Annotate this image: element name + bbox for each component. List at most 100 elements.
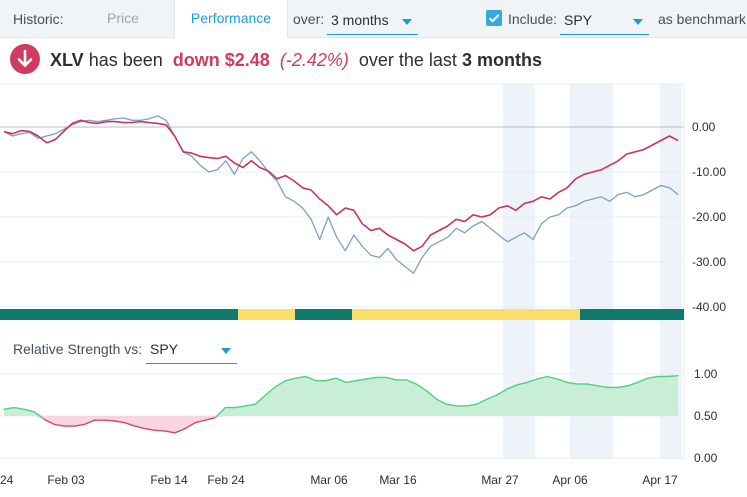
rs-line-segment bbox=[385, 376, 397, 381]
benchmark-dropdown[interactable]: SPY bbox=[560, 6, 649, 35]
rs-line-segment bbox=[506, 384, 518, 390]
rs-line-segment bbox=[486, 394, 498, 400]
rs-line-segment bbox=[134, 425, 146, 430]
rs-line-segment bbox=[667, 375, 679, 378]
rs-line-segment bbox=[616, 385, 629, 389]
y-tick-label: -10.00 bbox=[692, 165, 726, 179]
rs-line-segment bbox=[516, 381, 528, 386]
arrow-down-icon bbox=[10, 44, 40, 74]
over-the-last-text: over the last bbox=[358, 50, 457, 70]
rs-line-segment bbox=[113, 420, 126, 424]
rs-line-segment bbox=[53, 423, 66, 427]
relative-strength-chart bbox=[0, 373, 684, 459]
rs-line-segment bbox=[244, 403, 257, 407]
rs-line-segment bbox=[264, 385, 277, 396]
include-label: Include: bbox=[508, 11, 558, 27]
toolbar: Historic: Price Performance over: 3 mont… bbox=[0, 0, 747, 38]
rs-line-segment bbox=[566, 381, 579, 385]
rs-line-segment bbox=[305, 375, 317, 382]
rs-line-segment bbox=[556, 378, 568, 384]
benchmark-suffix: as benchmark bbox=[658, 11, 746, 27]
y-tick-label: -20.00 bbox=[692, 210, 726, 224]
x-tick-label: Feb 24 bbox=[207, 473, 245, 487]
rs-line-segment bbox=[23, 408, 35, 413]
historic-label: Historic: bbox=[13, 11, 64, 27]
regime-segment-yellow bbox=[238, 309, 295, 320]
regime-segment-yellow bbox=[352, 309, 580, 320]
rs-positive-area bbox=[4, 375, 678, 416]
rs-line-segment bbox=[345, 380, 357, 384]
rs-y-tick-label: 0.00 bbox=[694, 451, 718, 465]
change-amount: down $2.48 bbox=[172, 50, 270, 70]
regime-segment-green bbox=[0, 309, 238, 320]
grid bbox=[0, 83, 685, 460]
rs-line-segment bbox=[123, 422, 136, 427]
rs-line-segment bbox=[476, 398, 488, 405]
rs-line-segment bbox=[536, 375, 548, 380]
rs-line-segment bbox=[637, 377, 649, 384]
rs-line-segment bbox=[164, 430, 176, 434]
headline-text: XLV has been down $2.48 (-2.42%) over th… bbox=[50, 50, 542, 71]
rs-line-segment bbox=[295, 375, 307, 379]
x-tick-label: Mar 27 bbox=[481, 473, 519, 487]
rs-line-segment bbox=[586, 383, 599, 387]
series-line-xlv bbox=[3, 119, 679, 252]
x-tick-label: Mar 16 bbox=[379, 473, 417, 487]
rs-line-segment bbox=[647, 375, 659, 379]
regime-segment-green bbox=[580, 309, 684, 320]
x-tick-label: Apr 06 bbox=[552, 473, 588, 487]
check-icon bbox=[488, 14, 500, 23]
rs-line-segment bbox=[33, 411, 45, 421]
rs-line-segment bbox=[466, 403, 478, 407]
has-been-text: has been bbox=[88, 50, 163, 70]
rs-line-segment bbox=[204, 417, 217, 421]
x-tick-label: Apr 17 bbox=[642, 473, 678, 487]
rs-line-segment bbox=[365, 376, 377, 380]
rs-line-segment bbox=[335, 377, 347, 384]
rs-line-segment bbox=[73, 423, 86, 427]
x-tick-label: 24 bbox=[0, 473, 14, 487]
x-tick-label: Mar 06 bbox=[310, 473, 348, 487]
rs-line-segment bbox=[627, 381, 639, 387]
chevron-down-icon bbox=[221, 348, 231, 354]
x-tick-label: Feb 14 bbox=[150, 473, 188, 487]
regime-segment-green bbox=[295, 309, 352, 320]
y-tick-label: -40.00 bbox=[692, 300, 726, 314]
highlight-band bbox=[660, 84, 682, 459]
rs-line-segment bbox=[425, 390, 438, 400]
chevron-down-icon bbox=[633, 19, 643, 25]
rs-line-segment bbox=[254, 394, 267, 405]
rs-line-segment bbox=[103, 419, 116, 422]
rs-line-segment bbox=[325, 377, 337, 382]
tab-price[interactable]: Price bbox=[107, 10, 139, 26]
benchmark-value: SPY bbox=[564, 12, 593, 28]
rs-negative-area bbox=[4, 416, 678, 433]
rs-line-segment bbox=[405, 379, 418, 385]
chevron-down-icon bbox=[402, 19, 412, 25]
include-checkbox[interactable] bbox=[486, 10, 502, 26]
tab-performance[interactable]: Performance bbox=[174, 0, 288, 38]
rs-line-segment bbox=[415, 383, 428, 392]
rs-line-segment bbox=[234, 405, 247, 409]
rs-benchmark-value: SPY bbox=[150, 341, 179, 357]
ticker: XLV bbox=[50, 50, 84, 70]
over-label: over: bbox=[293, 11, 325, 27]
rs-line-segment bbox=[43, 418, 55, 426]
x-axis: 24 Feb 03 Feb 14 Feb 24 Mar 06 Mar 16 Mar 27 Ap… bbox=[0, 473, 678, 487]
relative-strength-label: Relative Strength vs: bbox=[13, 341, 143, 357]
x-tick-label: Feb 03 bbox=[47, 473, 85, 487]
y-tick-label: 0.00 bbox=[692, 120, 716, 134]
rs-line-segment bbox=[144, 427, 156, 431]
performance-y-axis: 0.00 -10.00 -20.00 -30.00 -40.00 bbox=[692, 120, 726, 314]
headline-period: 3 months bbox=[461, 50, 542, 70]
rs-benchmark-dropdown[interactable]: SPY bbox=[146, 335, 237, 364]
rs-line-segment bbox=[3, 406, 15, 410]
relative-strength-y-axis: 1.00 0.50 0.00 bbox=[694, 367, 718, 465]
rs-line-segment bbox=[496, 388, 508, 396]
period-dropdown[interactable]: 3 months bbox=[327, 6, 418, 35]
regime-bar bbox=[0, 309, 684, 320]
rs-line-segment bbox=[83, 419, 96, 426]
rs-line-segment bbox=[285, 377, 297, 382]
rs-line-segment bbox=[355, 378, 367, 382]
rs-line-segment bbox=[13, 406, 25, 410]
